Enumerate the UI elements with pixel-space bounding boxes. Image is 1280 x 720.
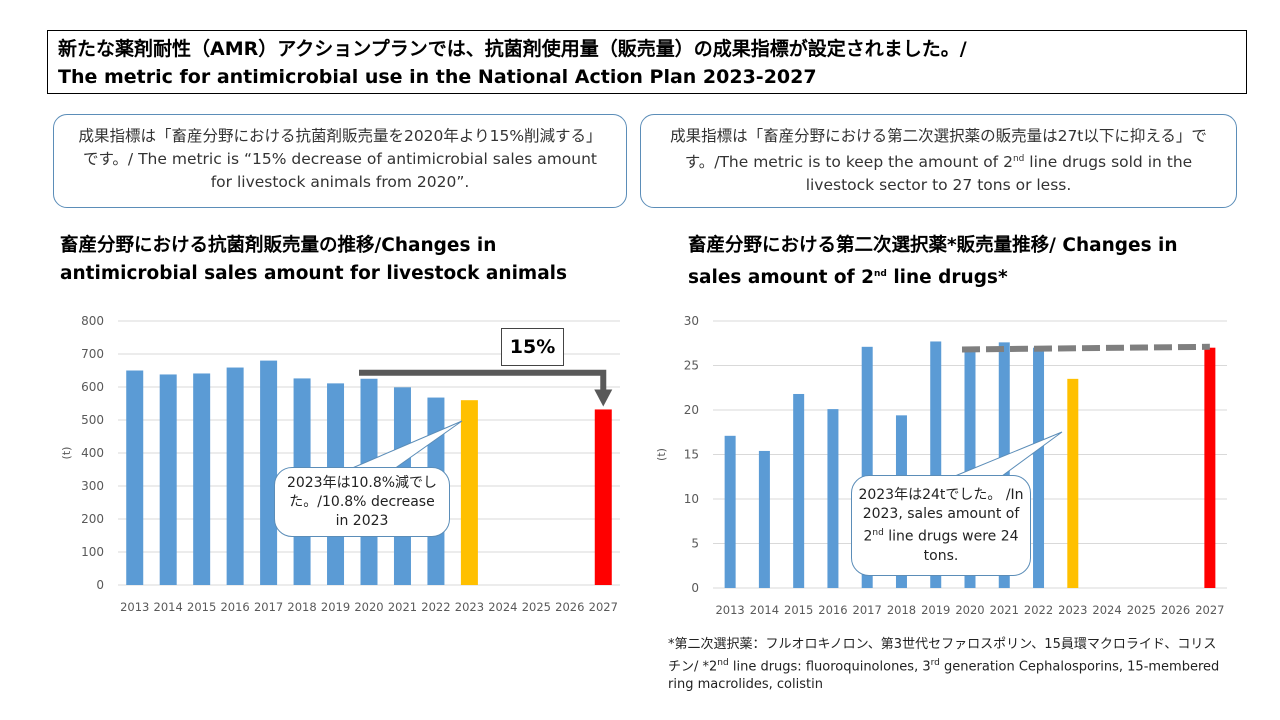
- x-tick-label: 2021: [990, 603, 1019, 615]
- superscript: nd: [872, 528, 884, 538]
- x-tick-label: 2020: [955, 603, 984, 615]
- callout-text: 2023年は24tでした。 /In 2023, sales amount of …: [858, 487, 1024, 545]
- y-axis-label: (t): [655, 448, 668, 461]
- x-tick-label: 2027: [1195, 603, 1224, 615]
- chart-title-left: 畜産分野における抗菌剤販売量の推移/Changes in antimicrobi…: [60, 235, 568, 284]
- bar-2013: [126, 370, 144, 585]
- footnote-text: generation Cephalosporins, 15-membered r…: [668, 659, 1220, 693]
- reduction-arrow: [359, 369, 607, 392]
- bar-2014: [758, 450, 770, 588]
- x-tick-label: 2023: [1058, 603, 1087, 615]
- y-tick-label: 500: [81, 413, 104, 427]
- bar-2019: [930, 341, 942, 588]
- x-tick-label: 2023: [455, 600, 484, 614]
- y-tick-label: 25: [684, 359, 699, 373]
- y-tick-label: 10: [684, 492, 699, 506]
- arrow-head-icon: [594, 389, 613, 407]
- metric-text: 成果指標は「畜産分野における第二次選択薬の販売量は27t以下に抑える」です。/T…: [670, 127, 1207, 172]
- y-tick-label: 30: [684, 314, 699, 328]
- callout-right: 2023年は24tでした。 /In 2023, sales amount of …: [851, 475, 1031, 576]
- y-tick-label: 300: [81, 479, 104, 493]
- x-tick-label: 2027: [589, 600, 618, 614]
- x-tick-label: 2020: [354, 600, 383, 614]
- x-tick-label: 2015: [187, 600, 216, 614]
- bar-2027: [1204, 347, 1216, 588]
- superscript: nd: [717, 658, 729, 668]
- x-tick-label: 2019: [321, 600, 350, 614]
- title-jp: 新たな薬剤耐性（AMR）アクションプランでは、抗菌剤使用量（販売量）の成果指標が…: [58, 38, 967, 60]
- footnote: *第二次選択薬：フルオロキノロン、第3世代セファロスポリン、15員環マクロライド…: [668, 636, 1228, 694]
- x-tick-label: 2014: [154, 600, 183, 614]
- x-tick-label: 2019: [921, 603, 950, 615]
- bar-2022: [1033, 347, 1045, 588]
- x-tick-label: 2026: [555, 600, 584, 614]
- x-tick-label: 2017: [254, 600, 283, 614]
- y-tick-label: 200: [81, 512, 104, 526]
- metric-box-2nd-line: 成果指標は「畜産分野における第二次選択薬の販売量は27t以下に抑える」です。/T…: [640, 114, 1237, 208]
- metric-text: line drugs sold in the livestock sector …: [805, 153, 1193, 195]
- percent-label-box: 15%: [501, 328, 564, 366]
- x-tick-label: 2025: [522, 600, 551, 614]
- bar-2017: [260, 360, 278, 585]
- y-tick-label: 400: [81, 446, 104, 460]
- metric-box-sales: 成果指標は「畜産分野における抗菌剤販売量を2020年より15%削減する」です。/…: [53, 114, 627, 208]
- metric-text: 成果指標は「畜産分野における抗菌剤販売量を2020年より15%削減する」です。/…: [78, 127, 602, 191]
- footnote-text: *第二次選択薬：フルオロキノロン、第3世代セファロスポリン、15員環マクロライド…: [668, 637, 1217, 675]
- bar-2023: [1067, 378, 1079, 588]
- callout-text: line drugs were 24 tons.: [883, 528, 1019, 564]
- y-tick-label: 15: [684, 448, 699, 462]
- bar-2013: [724, 435, 736, 588]
- bar-2023: [460, 400, 478, 585]
- x-tick-label: 2017: [853, 603, 882, 615]
- x-tick-label: 2026: [1161, 603, 1190, 615]
- y-tick-label: 0: [691, 581, 699, 595]
- callout-left: 2023年は10.8%減でした。/10.8% decrease in 2023: [274, 467, 450, 537]
- x-tick-label: 2022: [1024, 603, 1053, 615]
- x-tick-label: 2024: [1092, 603, 1121, 615]
- y-tick-label: 5: [691, 537, 699, 551]
- y-tick-label: 700: [81, 347, 104, 361]
- bar-2015: [193, 373, 211, 585]
- x-tick-label: 2016: [220, 600, 249, 614]
- y-tick-label: 600: [81, 380, 104, 394]
- x-tick-label: 2018: [887, 603, 916, 615]
- title-text: 畜産分野における第二次選択薬*販売量推移/ Changes in sales a…: [688, 235, 1178, 289]
- bar-2027: [594, 409, 612, 585]
- superscript: nd: [1012, 154, 1025, 164]
- page-title: 新たな薬剤耐性（AMR）アクションプランでは、抗菌剤使用量（販売量）の成果指標が…: [47, 30, 1247, 94]
- target-line: [961, 343, 1210, 353]
- chart-title-right: 畜産分野における第二次選択薬*販売量推移/ Changes in sales a…: [688, 232, 1208, 292]
- x-tick-label: 2013: [715, 603, 744, 615]
- bar-2017: [861, 346, 873, 588]
- y-tick-label: 100: [81, 545, 104, 559]
- x-tick-label: 2014: [750, 603, 779, 615]
- x-tick-label: 2022: [421, 600, 450, 614]
- bar-2016: [226, 367, 244, 585]
- x-tick-label: 2016: [818, 603, 847, 615]
- x-tick-label: 2021: [388, 600, 417, 614]
- x-tick-label: 2015: [784, 603, 813, 615]
- superscript: nd: [874, 269, 887, 279]
- bar-2014: [159, 374, 177, 585]
- y-tick-label: 800: [81, 314, 104, 328]
- superscript: rd: [930, 658, 940, 668]
- bar-2016: [827, 409, 839, 588]
- x-tick-label: 2013: [120, 600, 149, 614]
- bar-2015: [793, 393, 805, 588]
- callout-tail-right: [954, 431, 1063, 477]
- y-axis-label: (t): [60, 447, 73, 460]
- x-tick-label: 2018: [287, 600, 316, 614]
- x-tick-label: 2025: [1127, 603, 1156, 615]
- title-text: line drugs*: [886, 267, 1008, 289]
- x-tick-label: 2024: [488, 600, 517, 614]
- bar-2020: [964, 350, 976, 588]
- title-en: The metric for antimicrobial use in the …: [58, 66, 817, 88]
- footnote-text: line drugs: fluoroquinolones, 3: [728, 659, 931, 675]
- callout-tail-left: [349, 420, 463, 470]
- y-tick-label: 0: [96, 578, 104, 592]
- y-tick-label: 20: [684, 403, 699, 417]
